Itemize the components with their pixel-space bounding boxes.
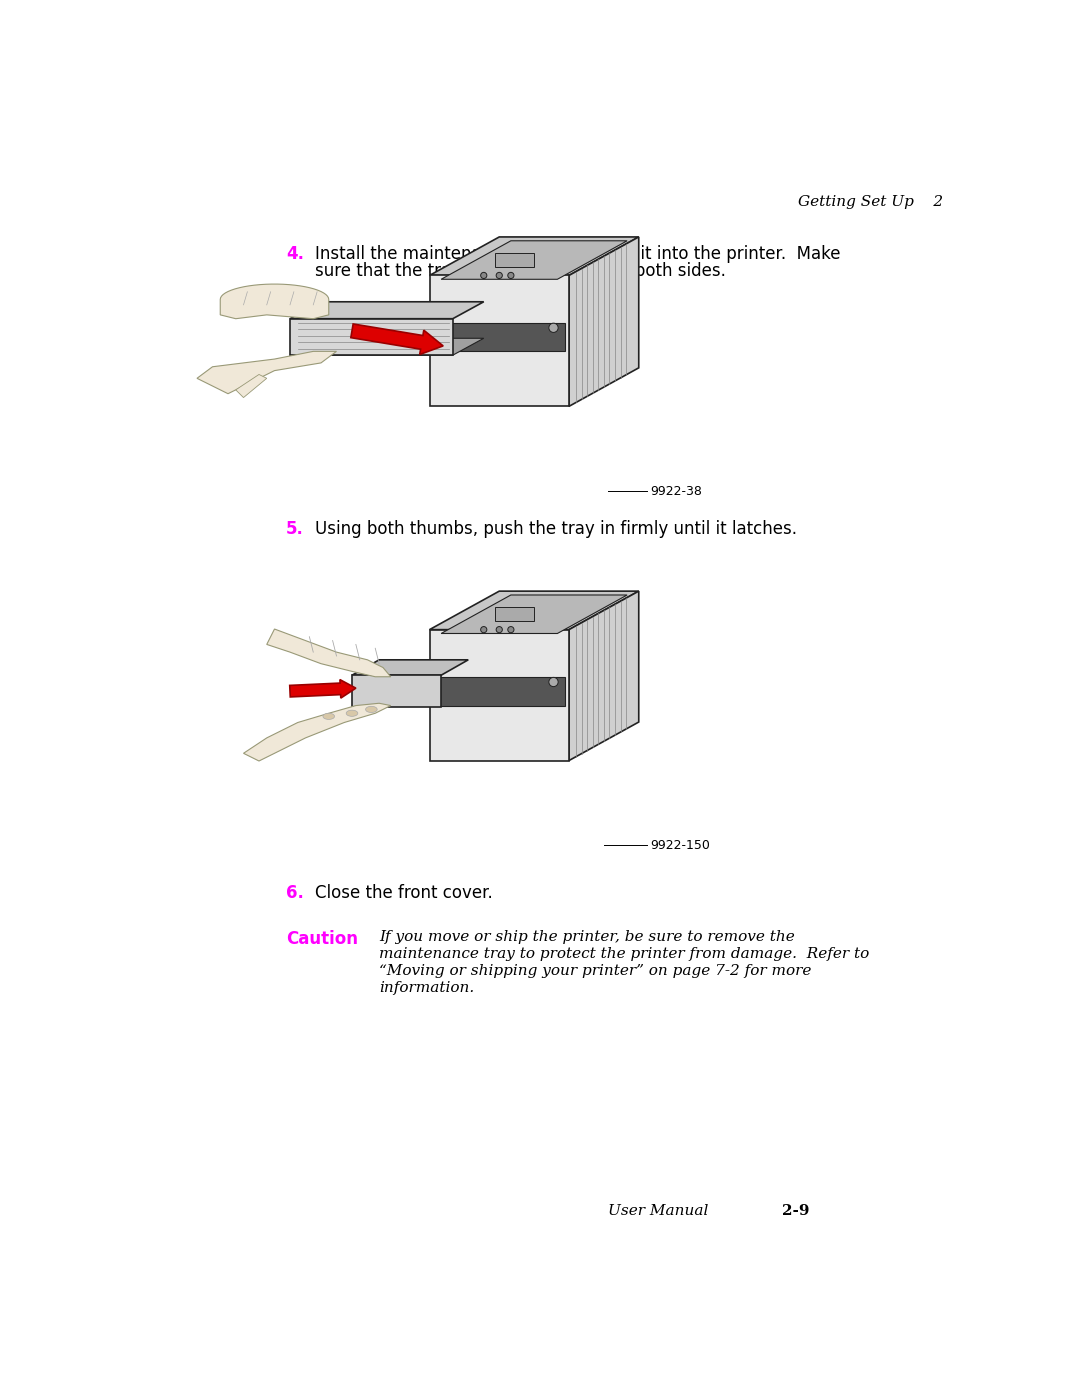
Circle shape (481, 272, 487, 278)
Text: Getting Set Up    2: Getting Set Up 2 (798, 196, 943, 210)
Bar (496, 608, 535, 622)
Text: Caution: Caution (286, 930, 359, 949)
Text: Close the front cover.: Close the front cover. (314, 884, 492, 901)
Polygon shape (235, 374, 267, 398)
Text: maintenance tray to protect the printer from damage.  Refer to: maintenance tray to protect the printer … (379, 947, 869, 961)
Ellipse shape (323, 714, 335, 719)
Polygon shape (441, 240, 627, 279)
Polygon shape (197, 352, 337, 394)
Text: Install the maintenance tray by sliding it into the printer.  Make: Install the maintenance tray by sliding … (314, 244, 840, 263)
Polygon shape (243, 703, 391, 761)
Polygon shape (220, 284, 328, 319)
Text: 4.: 4. (286, 244, 305, 263)
Polygon shape (430, 237, 638, 275)
Circle shape (549, 323, 558, 332)
Bar (496, 253, 535, 267)
Bar (433, 676, 565, 705)
Polygon shape (441, 595, 627, 633)
Circle shape (496, 627, 502, 633)
Text: 9922-150: 9922-150 (650, 838, 711, 852)
Circle shape (508, 272, 514, 278)
Text: 5.: 5. (286, 520, 303, 538)
FancyArrow shape (289, 679, 355, 698)
Polygon shape (430, 275, 569, 407)
Polygon shape (267, 629, 391, 676)
Circle shape (481, 627, 487, 633)
Polygon shape (569, 237, 638, 407)
Polygon shape (352, 659, 469, 675)
Polygon shape (569, 591, 638, 760)
Polygon shape (352, 675, 441, 707)
Text: User Manual: User Manual (608, 1204, 708, 1218)
Text: “Moving or shipping your printer” on page 7-2 for more: “Moving or shipping your printer” on pag… (379, 964, 811, 978)
FancyArrow shape (351, 324, 443, 355)
Text: Using both thumbs, push the tray in firmly until it latches.: Using both thumbs, push the tray in firm… (314, 520, 797, 538)
Bar (433, 323, 565, 352)
Text: sure that the tray slides in straight on both sides.: sure that the tray slides in straight on… (314, 261, 726, 279)
Polygon shape (291, 302, 484, 319)
Text: information.: information. (379, 981, 474, 995)
Text: 2-9: 2-9 (782, 1204, 810, 1218)
Text: 6.: 6. (286, 884, 303, 901)
Polygon shape (430, 591, 638, 630)
Polygon shape (291, 338, 484, 355)
Polygon shape (430, 630, 569, 760)
Circle shape (508, 627, 514, 633)
Text: If you move or ship the printer, be sure to remove the: If you move or ship the printer, be sure… (379, 930, 795, 944)
Circle shape (496, 272, 502, 278)
Text: 9922-38: 9922-38 (650, 485, 702, 497)
Ellipse shape (365, 707, 377, 712)
Circle shape (549, 678, 558, 686)
Polygon shape (291, 319, 453, 355)
Ellipse shape (347, 710, 357, 717)
